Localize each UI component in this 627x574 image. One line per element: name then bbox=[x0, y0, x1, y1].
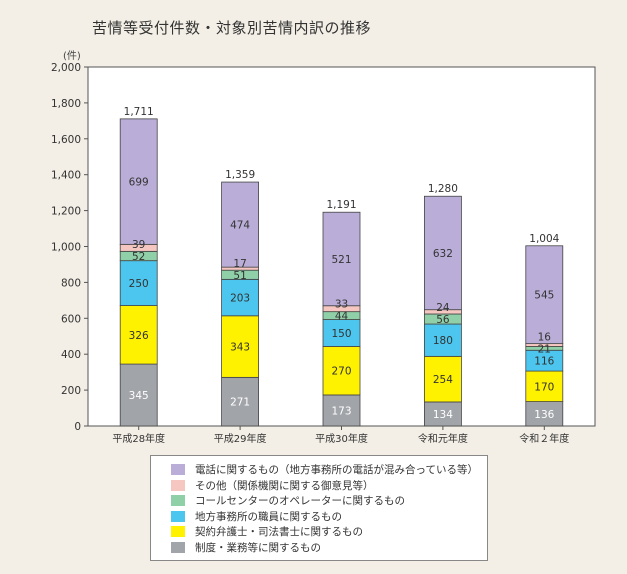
legend-label: 地方事務所の職員に関するもの bbox=[195, 510, 342, 523]
data-label: 116 bbox=[534, 356, 554, 368]
legend-swatch bbox=[171, 495, 185, 507]
y-tick-label: 400 bbox=[61, 349, 81, 361]
data-label: 134 bbox=[433, 409, 453, 421]
data-label: 21 bbox=[538, 343, 551, 355]
x-tick-label: 令和元年度 bbox=[418, 432, 468, 445]
total-label: 1,004 bbox=[529, 233, 559, 245]
data-label: 343 bbox=[230, 342, 250, 354]
bar-segment bbox=[322, 346, 361, 396]
total-label: 1,191 bbox=[326, 199, 356, 211]
data-label: 52 bbox=[132, 251, 145, 263]
x-tick-label: 平成28年度 bbox=[112, 432, 165, 445]
legend-label: コールセンターのオペレーターに関するもの bbox=[195, 495, 405, 508]
data-label: 699 bbox=[129, 177, 149, 189]
legend-label: その他（関係機関に関する御意見等） bbox=[195, 479, 374, 492]
data-label: 24 bbox=[436, 302, 450, 314]
bar-segment bbox=[221, 181, 260, 268]
total-label: 1,359 bbox=[225, 169, 255, 181]
bar-segment bbox=[525, 245, 564, 345]
bar-segment bbox=[221, 278, 260, 317]
data-label: 173 bbox=[331, 405, 351, 417]
data-label: 203 bbox=[230, 293, 250, 305]
y-tick-label: 2,000 bbox=[51, 62, 81, 74]
y-tick-label: 1,800 bbox=[51, 98, 81, 110]
total-label: 1,711 bbox=[124, 106, 154, 118]
data-label: 271 bbox=[230, 397, 250, 409]
bar-segment bbox=[423, 401, 462, 427]
data-label: 170 bbox=[534, 381, 554, 393]
data-label: 150 bbox=[331, 328, 351, 340]
y-tick-label: 800 bbox=[61, 277, 81, 289]
data-label: 474 bbox=[230, 220, 250, 232]
bar-segment bbox=[221, 376, 260, 427]
data-label: 250 bbox=[129, 278, 149, 290]
bar-segment bbox=[423, 355, 462, 403]
x-tick-label: 平成29年度 bbox=[214, 432, 267, 445]
legend-swatch bbox=[171, 541, 185, 553]
legend-item: 契約弁護士・司法書士に関するもの bbox=[171, 524, 487, 540]
bar-segment bbox=[322, 394, 361, 427]
data-label: 180 bbox=[433, 335, 453, 347]
data-label: 521 bbox=[331, 254, 351, 266]
data-label: 44 bbox=[335, 311, 349, 323]
data-label: 136 bbox=[534, 409, 554, 421]
data-label: 51 bbox=[233, 270, 246, 282]
bar-segment bbox=[119, 118, 158, 245]
y-tick-label: 200 bbox=[61, 385, 81, 397]
bar-segment bbox=[119, 305, 158, 365]
y-tick-label: 1,400 bbox=[51, 170, 81, 182]
legend-item: その他（関係機関に関する御意見等） bbox=[171, 478, 487, 494]
y-tick-label: 0 bbox=[74, 421, 81, 433]
legend-swatch bbox=[171, 510, 185, 522]
data-label: 33 bbox=[335, 299, 348, 311]
legend-item: 地方事務所の職員に関するもの bbox=[171, 509, 487, 525]
data-label: 326 bbox=[129, 330, 149, 342]
chart-title: 苦情等受付件数・対象別苦情内訳の推移 bbox=[92, 19, 372, 37]
x-tick-label: 令和２年度 bbox=[519, 432, 569, 445]
legend-label: 契約弁護士・司法書士に関するもの bbox=[195, 526, 363, 539]
y-tick-label: 600 bbox=[61, 313, 81, 325]
x-tick-label: 平成30年度 bbox=[315, 432, 368, 445]
legend-item: 電話に関するもの（地方事務所の電話が混み合っている等） bbox=[171, 462, 487, 478]
legend-swatch bbox=[171, 464, 185, 476]
y-tick-label: 1,200 bbox=[51, 206, 81, 218]
y-tick-label: 1,600 bbox=[51, 134, 81, 146]
y-tick-label: 1,000 bbox=[51, 242, 81, 254]
bar-segment bbox=[423, 195, 462, 311]
data-label: 632 bbox=[433, 248, 453, 260]
bar-segment bbox=[322, 319, 361, 347]
bar-segment bbox=[119, 363, 158, 427]
legend-label: 電話に関するもの（地方事務所の電話が混み合っている等） bbox=[195, 464, 478, 477]
data-label: 16 bbox=[538, 331, 552, 343]
data-label: 17 bbox=[233, 258, 246, 270]
legend-item: コールセンターのオペレーターに関するもの bbox=[171, 493, 487, 509]
bar-segment bbox=[322, 211, 361, 307]
data-label: 270 bbox=[331, 366, 351, 378]
bar-segment bbox=[221, 315, 260, 378]
bar-segment bbox=[423, 323, 462, 357]
y-axis-unit: (件) bbox=[63, 51, 81, 62]
legend: 電話に関するもの（地方事務所の電話が混み合っている等） その他（関係機関に関する御… bbox=[150, 455, 488, 561]
data-label: 56 bbox=[436, 314, 450, 326]
data-label: 345 bbox=[129, 390, 149, 402]
legend-swatch bbox=[171, 479, 185, 491]
legend-swatch bbox=[171, 526, 185, 538]
total-label: 1,280 bbox=[428, 183, 458, 195]
data-label: 254 bbox=[433, 374, 453, 386]
legend-item: 制度・業務等に関するもの bbox=[171, 540, 487, 556]
legend-label: 制度・業務等に関するもの bbox=[195, 541, 321, 554]
data-label: 39 bbox=[132, 239, 145, 251]
data-label: 545 bbox=[534, 290, 554, 302]
